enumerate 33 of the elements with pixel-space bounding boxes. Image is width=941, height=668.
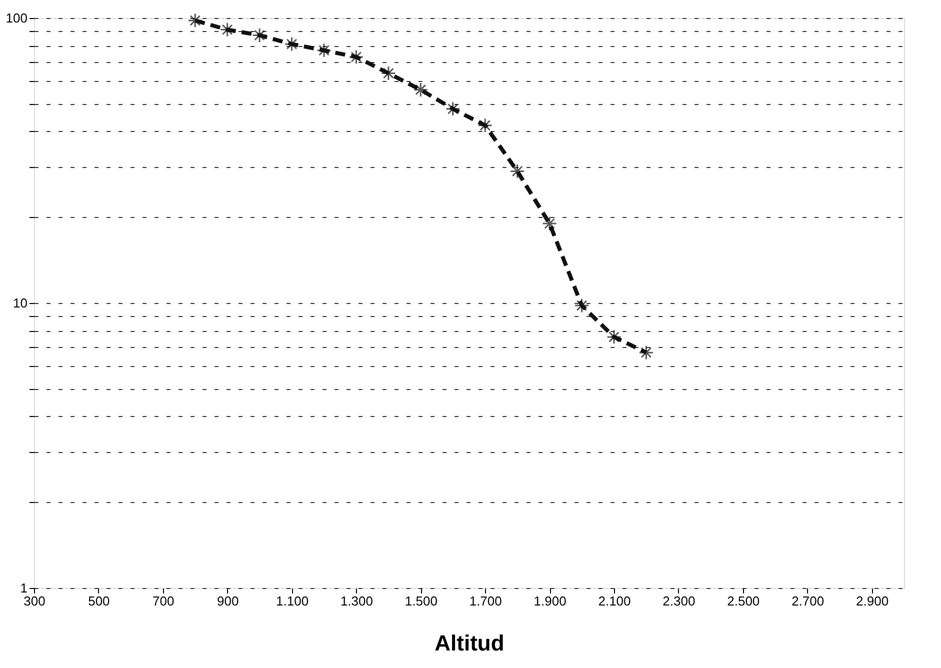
x-tick-label: 1.100	[276, 594, 309, 608]
x-tick-label: 1.500	[404, 594, 438, 608]
x-tick-label: 300	[24, 594, 46, 608]
x-tick-label: 2.900	[856, 594, 889, 608]
x-tick-label: 700	[152, 594, 174, 608]
x-tick-label: 2.100	[598, 594, 631, 608]
point	[348, 49, 364, 64]
point	[445, 101, 460, 116]
point	[284, 36, 300, 52]
y-tick-label: 10	[13, 296, 28, 310]
point	[606, 330, 622, 344]
point	[542, 216, 558, 232]
point	[316, 42, 332, 58]
x-tick-label: 500	[88, 594, 110, 608]
y-tick-label: 1	[20, 580, 28, 596]
x-tick-label: 900	[216, 594, 239, 608]
point	[252, 28, 268, 43]
point	[574, 298, 590, 313]
x-tick-label: 1.300	[340, 594, 373, 608]
point	[478, 118, 493, 133]
y-tick-label: 100	[6, 10, 28, 26]
x-axis-title: Altitud	[434, 630, 504, 656]
x-tick-label: 1.900	[534, 594, 566, 608]
x-tick-label: 2.700	[792, 594, 824, 608]
x-tick-label: 2.300	[662, 594, 696, 608]
point	[380, 66, 396, 81]
point	[510, 164, 525, 179]
x-tick-label: 2.500	[727, 594, 760, 608]
point	[638, 345, 654, 360]
point	[188, 13, 203, 28]
point	[220, 22, 235, 38]
x-tick-label: 1.700	[469, 594, 502, 608]
point	[413, 82, 428, 98]
